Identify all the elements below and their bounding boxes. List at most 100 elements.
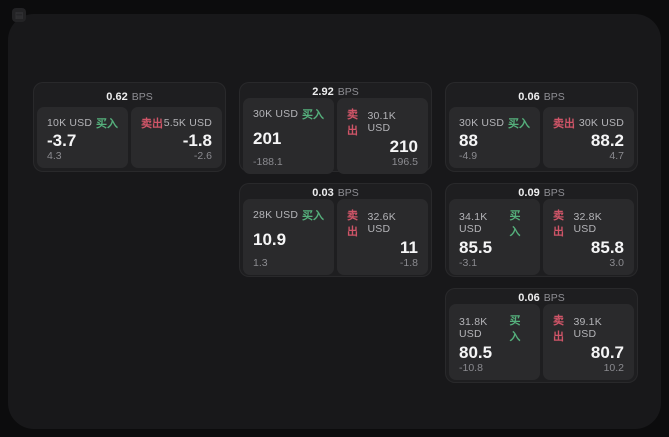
- sell-delta: 4.7: [609, 150, 624, 162]
- bps-header: 0.06 BPS: [449, 292, 634, 304]
- quote-card: 0.03 BPS 28K USD 买入 10.9 1.3 卖出 32.6K US…: [239, 183, 432, 277]
- sell-price: 88.2: [590, 130, 624, 150]
- bps-value: 0.03: [312, 187, 334, 199]
- buy-label: 买入: [96, 118, 118, 130]
- bps-value: 0.06: [518, 90, 540, 103]
- buy-price: -3.7: [47, 130, 77, 150]
- buy-panel[interactable]: 28K USD 买入 10.9 1.3: [243, 199, 334, 275]
- buy-panel[interactable]: 30K USD 买入 201 -188.1: [243, 98, 334, 174]
- sell-panel[interactable]: 卖出 30.1K USD 210 196.5: [337, 98, 428, 174]
- bps-unit-label: BPS: [131, 90, 153, 103]
- buy-panel-header: 30K USD 买入: [253, 106, 324, 122]
- buy-panel-header: 28K USD 买入: [253, 207, 324, 223]
- app-menu-icon[interactable]: ▤: [12, 8, 26, 22]
- bps-unit-label: BPS: [543, 90, 565, 103]
- quote-panels: 30K USD 买入 88 -4.9 卖出 30K USD 88.2 4.7: [449, 107, 634, 168]
- sell-delta: 3.0: [609, 257, 624, 269]
- buy-price: 85.5: [459, 238, 493, 257]
- sell-label: 卖出: [553, 210, 564, 238]
- quote-panels: 30K USD 买入 201 -188.1 卖出 30.1K USD 210 1…: [243, 98, 428, 174]
- sell-panel-header: 卖出 32.8K USD: [553, 207, 624, 239]
- quote-panels: 10K USD 买入 -3.7 4.3 卖出 5.5K USD -1.8 -2.…: [37, 107, 222, 168]
- buy-label: 买入: [509, 210, 521, 238]
- bps-value: 0.09: [518, 187, 540, 199]
- buy-delta: 1.3: [253, 257, 268, 269]
- quote-card: 0.06 BPS 31.8K USD 买入 80.5 -10.8 卖出 39.1…: [445, 288, 638, 383]
- buy-price: 10.9: [253, 230, 287, 249]
- buy-label: 买入: [302, 109, 324, 121]
- sell-panel[interactable]: 卖出 5.5K USD -1.8 -2.6: [131, 107, 222, 168]
- buy-delta: 4.3: [47, 150, 62, 162]
- buy-delta: -188.1: [253, 156, 283, 168]
- quote-card: 0.06 BPS 30K USD 买入 88 -4.9 卖出 30K USD 8…: [445, 82, 638, 172]
- sell-label: 卖出: [347, 109, 358, 137]
- buy-panel[interactable]: 10K USD 买入 -3.7 4.3: [37, 107, 128, 168]
- sell-size: 32.8K USD: [573, 211, 602, 235]
- sell-panel[interactable]: 卖出 32.6K USD 11 -1.8: [337, 199, 428, 275]
- bps-value: 0.06: [518, 292, 540, 304]
- app-surface: 0.62 BPS 10K USD 买入 -3.7 4.3 卖出 5.5K USD…: [8, 14, 661, 429]
- sell-label: 卖出: [347, 210, 358, 238]
- buy-delta: -4.9: [459, 150, 478, 162]
- sell-label: 卖出: [553, 315, 564, 343]
- buy-label: 买入: [302, 210, 324, 222]
- sell-price: 85.8: [590, 238, 624, 257]
- sell-panel-header: 卖出 5.5K USD: [141, 115, 212, 131]
- quote-card-grid: 0.62 BPS 10K USD 买入 -3.7 4.3 卖出 5.5K USD…: [33, 82, 638, 383]
- bps-header: 2.92 BPS: [243, 86, 428, 98]
- sell-size: 5.5K USD: [163, 117, 212, 129]
- sell-panel-header: 卖出 39.1K USD: [553, 312, 624, 344]
- buy-size: 10K USD: [47, 117, 93, 129]
- buy-panel-header: 31.8K USD 买入: [459, 312, 530, 344]
- bps-value: 0.62: [106, 90, 128, 103]
- sell-price: -1.8: [182, 130, 212, 150]
- buy-size: 28K USD: [253, 209, 299, 221]
- buy-size: 30K USD: [459, 117, 505, 129]
- buy-price: 201: [253, 129, 282, 148]
- sell-size: 30.1K USD: [367, 110, 396, 134]
- sell-delta: 10.2: [603, 362, 624, 374]
- buy-panel-header: 30K USD 买入: [459, 115, 530, 131]
- quote-panels: 31.8K USD 买入 80.5 -10.8 卖出 39.1K USD 80.…: [449, 304, 634, 380]
- sell-label: 卖出: [553, 118, 575, 130]
- sell-size: 30K USD: [578, 117, 624, 129]
- sell-size: 39.1K USD: [573, 316, 602, 340]
- bps-unit-label: BPS: [543, 187, 565, 199]
- buy-price: 88: [459, 130, 478, 150]
- bps-header: 0.09 BPS: [449, 187, 634, 199]
- buy-delta: -3.1: [459, 257, 478, 269]
- buy-panel[interactable]: 31.8K USD 买入 80.5 -10.8: [449, 304, 540, 380]
- sell-panel-header: 卖出 32.6K USD: [347, 207, 418, 239]
- sell-price: 80.7: [590, 343, 624, 362]
- buy-panel[interactable]: 34.1K USD 买入 85.5 -3.1: [449, 199, 540, 275]
- quote-panels: 28K USD 买入 10.9 1.3 卖出 32.6K USD 11 -1.8: [243, 199, 428, 275]
- sell-price: 210: [389, 137, 418, 156]
- quote-panels: 34.1K USD 买入 85.5 -3.1 卖出 32.8K USD 85.8…: [449, 199, 634, 275]
- sell-size: 32.6K USD: [367, 211, 396, 235]
- bps-header: 0.62 BPS: [37, 86, 222, 107]
- buy-panel-header: 34.1K USD 买入: [459, 207, 530, 239]
- sell-panel[interactable]: 卖出 30K USD 88.2 4.7: [543, 107, 634, 168]
- sell-delta: -2.6: [193, 150, 212, 162]
- buy-size: 31.8K USD: [459, 316, 488, 340]
- sell-label: 卖出: [141, 118, 163, 130]
- bps-header: 0.06 BPS: [449, 86, 634, 107]
- buy-panel-header: 10K USD 买入: [47, 115, 118, 131]
- buy-panel[interactable]: 30K USD 买入 88 -4.9: [449, 107, 540, 168]
- bps-header: 0.03 BPS: [243, 187, 428, 199]
- buy-size: 30K USD: [253, 108, 299, 120]
- quote-card: 2.92 BPS 30K USD 买入 201 -188.1 卖出 30.1K …: [239, 82, 432, 174]
- buy-delta: -10.8: [459, 362, 483, 374]
- bps-value: 2.92: [312, 86, 334, 98]
- buy-price: 80.5: [459, 343, 493, 362]
- sell-delta: -1.8: [399, 257, 418, 269]
- sell-delta: 196.5: [391, 156, 418, 168]
- quote-card: 0.62 BPS 10K USD 买入 -3.7 4.3 卖出 5.5K USD…: [33, 82, 226, 172]
- sell-panel-header: 卖出 30.1K USD: [347, 106, 418, 138]
- sell-panel[interactable]: 卖出 39.1K USD 80.7 10.2: [543, 304, 634, 380]
- quote-card: 0.09 BPS 34.1K USD 买入 85.5 -3.1 卖出 32.8K…: [445, 183, 638, 277]
- sell-panel[interactable]: 卖出 32.8K USD 85.8 3.0: [543, 199, 634, 275]
- bps-unit-label: BPS: [543, 292, 565, 304]
- buy-label: 买入: [509, 315, 521, 343]
- sell-price: 11: [400, 238, 418, 257]
